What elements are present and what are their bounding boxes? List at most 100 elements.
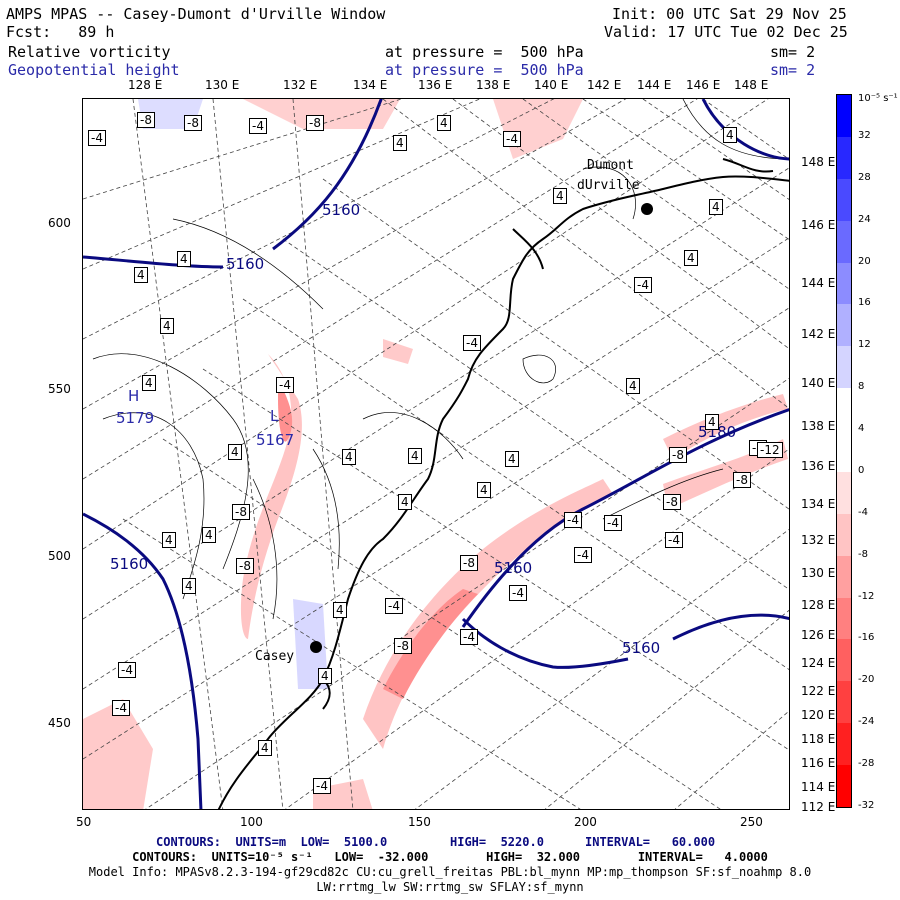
high-value: 5179: [116, 409, 155, 427]
vorticity-label: -4: [604, 515, 622, 531]
vorticity-label: 4: [333, 602, 347, 618]
vorticity-label: 4: [160, 318, 174, 334]
forecast-hour: Fcst: 89 h: [6, 23, 115, 41]
x-tick-label: 150: [408, 815, 431, 829]
colorbar-segment: [837, 262, 851, 305]
height-contour-info: CONTOURS: UNITS=m LOW= 5100.0: [156, 835, 388, 849]
right-lon-label: 148 E: [801, 155, 836, 169]
vorticity-label: 4: [398, 494, 412, 510]
y-tick-label: 550: [48, 382, 71, 396]
low-value: 5167: [256, 431, 295, 449]
colorbar-label: 20: [858, 255, 871, 267]
right-lon-label: 114 E: [801, 780, 836, 794]
height-label: 5160: [110, 555, 149, 573]
vorticity-label: -4: [118, 662, 136, 678]
lon-label: 146 E: [686, 78, 721, 92]
vorticity-label: -4: [112, 700, 130, 716]
colorbar-segment: [837, 723, 851, 766]
vorticity-label: -4: [574, 547, 592, 563]
field1-level: at pressure = 500 hPa: [385, 43, 584, 61]
field2-name: Geopotential height: [8, 61, 180, 79]
colorbar-segment: [837, 388, 851, 431]
vorticity-label: 4: [202, 527, 216, 543]
colorbar-segment: [837, 765, 851, 808]
x-tick-label: 200: [574, 815, 597, 829]
model-info: Model Info: MPASv8.2.3-194-gf29cd82c CU:…: [88, 865, 812, 879]
y-tick-label: 600: [48, 216, 71, 230]
vorticity-label: -8: [306, 115, 324, 131]
colorbar-label: 4: [858, 423, 865, 435]
valid-time: Valid: 17 UTC Tue 02 Dec 25: [604, 23, 848, 41]
right-lon-label: 134 E: [801, 497, 836, 511]
colorbar-label: 24: [858, 213, 871, 225]
lon-label: 134 E: [353, 78, 388, 92]
colorbar-label: 16: [858, 297, 871, 309]
colorbar-segment: [837, 304, 851, 347]
colorbar-label: 8: [858, 381, 865, 393]
field2-level: at pressure = 500 hPa: [385, 61, 584, 79]
vorticity-label: 4: [177, 251, 191, 267]
colorbar-label: -20: [858, 674, 875, 686]
right-lon-label: 140 E: [801, 376, 836, 390]
vorticity-label: -4: [634, 277, 652, 293]
right-lon-label: 142 E: [801, 327, 836, 341]
colorbar-segment: [837, 346, 851, 389]
vorticity-label: 4: [705, 414, 719, 430]
vorticity-label: 4: [709, 199, 723, 215]
lon-label: 136 E: [418, 78, 453, 92]
vorticity-label: 4: [408, 448, 422, 464]
lon-label: 142 E: [587, 78, 622, 92]
vorticity-label: 4: [258, 740, 272, 756]
vorticity-label: 4: [162, 532, 176, 548]
height-contours: [83, 99, 789, 809]
right-lon-label: 128 E: [801, 598, 836, 612]
vorticity-label: -4: [385, 598, 403, 614]
vorticity-label: 4: [553, 188, 567, 204]
lon-label: 138 E: [476, 78, 511, 92]
vorticity-label: 4: [342, 449, 356, 465]
vorticity-label: -4: [276, 377, 294, 393]
x-tick-label: 100: [240, 815, 263, 829]
colorbar-segment: [837, 430, 851, 473]
colorbar-label: 0: [858, 464, 865, 476]
right-lon-label: 122 E: [801, 684, 836, 698]
right-lon-label: 130 E: [801, 566, 836, 580]
vorticity-contours: [92, 99, 789, 620]
colorbar-segment: [837, 136, 851, 180]
vorticity-label: -4: [88, 130, 106, 146]
lon-label: 130 E: [205, 78, 240, 92]
vorticity-label: -8: [733, 472, 751, 488]
colorbar-label: -12: [858, 590, 875, 602]
right-lon-label: 118 E: [801, 732, 836, 746]
durville-label: dUrville: [577, 178, 640, 193]
height-contour-interval: INTERVAL= 60.000: [585, 835, 716, 849]
lon-label: 144 E: [637, 78, 672, 92]
right-lon-label: 144 E: [801, 276, 836, 290]
vorticity-contour-info: CONTOURS: UNITS=10⁻⁵ s⁻¹ LOW= -32.000 HI…: [132, 850, 768, 864]
right-lon-label: 138 E: [801, 419, 836, 433]
lon-label: 148 E: [734, 78, 769, 92]
y-tick-label: 450: [48, 716, 71, 730]
colorbar-segment: [837, 220, 851, 264]
vorticity-label: -8: [137, 112, 155, 128]
y-tick-label: 500: [48, 549, 71, 563]
vorticity-label: -4: [564, 512, 582, 528]
vorticity-label: 4: [228, 444, 242, 460]
colorbar-label: -24: [858, 716, 875, 728]
casey-station-dot: [310, 641, 322, 653]
vorticity-label: 4: [182, 578, 196, 594]
colorbar-segment: [837, 178, 851, 222]
field1-smoothing: sm= 2: [770, 43, 816, 61]
right-lon-label: 126 E: [801, 628, 836, 642]
lon-label: 140 E: [534, 78, 569, 92]
plot-title: AMPS MPAS -- Casey-Dumont d'Urville Wind…: [6, 5, 386, 23]
colorbar-label: 12: [858, 339, 871, 351]
casey-label: Casey: [255, 649, 295, 664]
right-lon-label: 146 E: [801, 218, 836, 232]
vorticity-label: -4: [503, 131, 521, 147]
vorticity-label: 4: [142, 375, 156, 391]
vorticity-label: 4: [477, 482, 491, 498]
right-lon-label: 116 E: [801, 756, 836, 770]
model-physics-info: LW:rrtmg_lw SW:rrtmg_sw SFLAY:sf_mynn: [316, 880, 584, 894]
x-tick-label: 250: [740, 815, 763, 829]
